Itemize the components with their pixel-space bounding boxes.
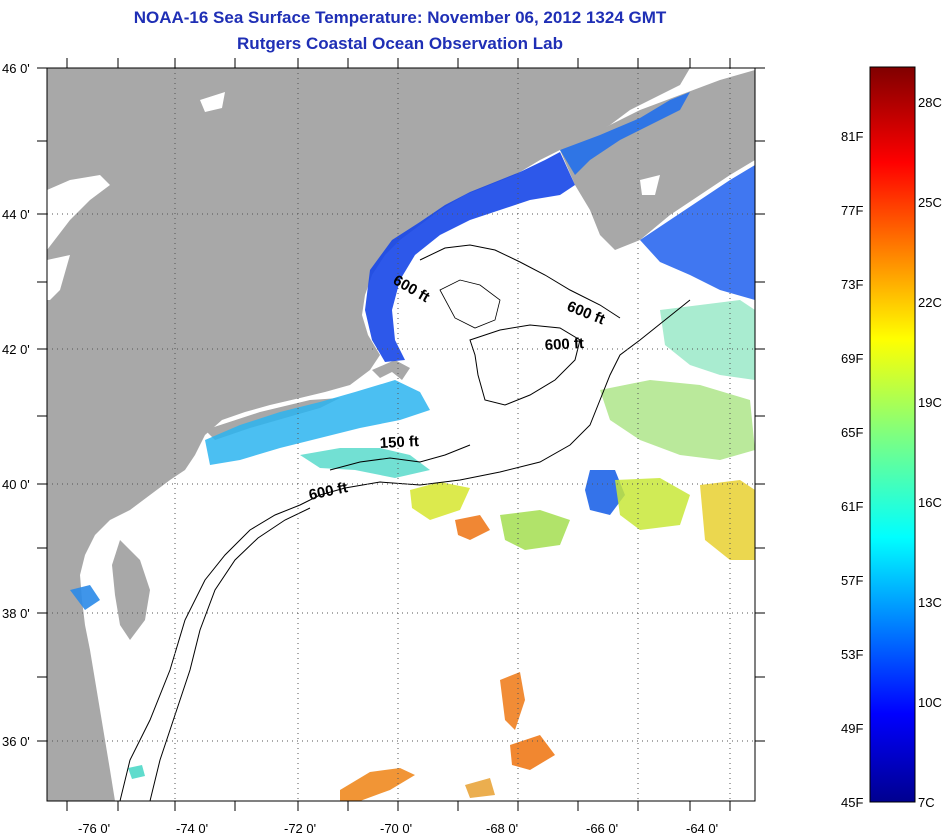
land-mainland [47,68,690,801]
lon-label: -76 0' [78,821,110,836]
sst-warm-patch [615,478,690,530]
contour-line [419,244,621,319]
sst-warm-patch [600,380,755,460]
sst-cold-eddy [585,470,625,515]
colorbar-c-label: 28C [918,95,942,110]
lon-axis [66,58,731,811]
sst-cool-patch [128,765,145,779]
contour-line [329,444,471,471]
colorbar-f-label: 77F [841,203,863,218]
lon-label: -74 0' [176,821,208,836]
lon-label: -72 0' [284,821,316,836]
colorbar-f-label: 65F [841,425,863,440]
land-cape-cod [372,360,410,380]
cloud-patch [47,175,110,250]
lat-label: 46 0' [2,61,30,76]
sst-cold-gulf-maine [365,152,575,362]
lon-label: -68 0' [486,821,518,836]
sst-shelf-southern-ne [205,380,430,465]
sst-warm-patch [660,300,755,380]
colorbar [869,66,916,803]
lon-label: -64 0' [686,821,718,836]
colorbar-f-label: 49F [841,721,863,736]
contour-label: 150 ft [379,433,419,452]
sst-warm-patch [500,510,570,550]
map-area [47,68,755,801]
lat-label: 42 0' [2,342,30,357]
sst-hot-patch [500,672,525,730]
contour-line [439,279,501,329]
graticule [47,68,755,801]
lat-label: 44 0' [2,207,30,222]
contour-line [149,507,311,801]
colorbar-c-label: 19C [918,395,942,410]
sst-cool-chesapeake [70,585,100,610]
contour-label: 600 ft [544,335,584,354]
sst-hot-patch [455,515,490,540]
lon-label: -66 0' [586,821,618,836]
sst-warm-patch [410,482,470,520]
lon-label: -70 0' [380,821,412,836]
colorbar-c-label: 7C [918,795,935,810]
sst-cold-scotian [640,165,755,300]
colorbar-f-label: 73F [841,277,863,292]
contour-line [119,299,691,801]
colorbar-c-label: 10C [918,695,942,710]
colorbar-f-label: 53F [841,647,863,662]
cloud-patch [200,92,225,112]
land-delmarva [112,540,150,640]
sst-cold-bay-fundy [560,92,690,175]
sst-hot-patch [510,735,555,770]
lat-label: 36 0' [2,734,30,749]
lat-label: 38 0' [2,606,30,621]
colorbar-f-label: 57F [841,573,863,588]
colorbar-c-label: 25C [918,195,942,210]
colorbar-f-label: 45F [841,795,863,810]
sst-shelf-teal [300,448,430,478]
colorbar-c-label: 16C [918,495,942,510]
cloud-patch [47,255,70,300]
map-subtitle: Rutgers Coastal Ocean Observation Lab [237,34,563,53]
colorbar-f-label: 81F [841,129,863,144]
land-nova-scotia [560,70,755,250]
colorbar-f-label: 69F [841,351,863,366]
lat-axis [37,67,765,742]
colorbar-c-label: 22C [918,295,942,310]
cloud-patch [640,175,660,195]
lat-label: 40 0' [2,477,30,492]
sst-warm-patch [700,480,755,560]
map-frame [46,67,756,802]
sst-warm-patch [465,778,495,798]
contour-line [469,324,581,406]
colorbar-f-label: 61F [841,499,863,514]
colorbar-c-label: 13C [918,595,942,610]
map-title: NOAA-16 Sea Surface Temperature: Novembe… [133,8,667,27]
sst-hot-patch [340,768,415,801]
